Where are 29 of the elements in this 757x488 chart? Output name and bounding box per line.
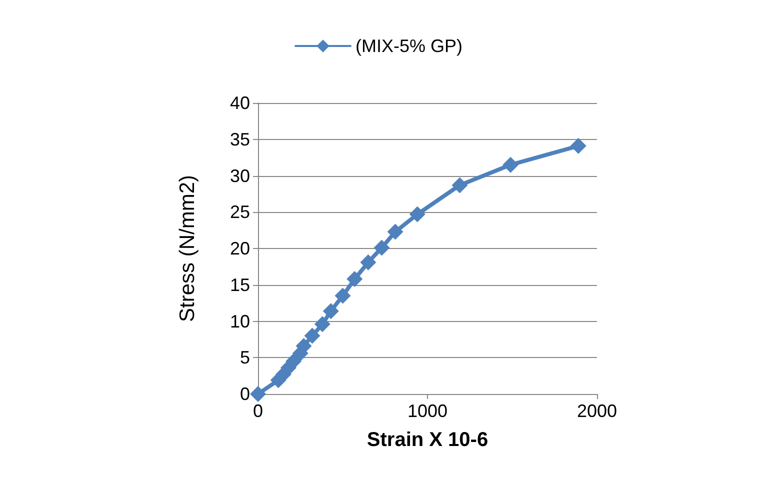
x-tick-label: 1000 bbox=[407, 401, 448, 421]
point bbox=[334, 288, 351, 304]
point bbox=[250, 386, 266, 402]
y-tick-label: 40 bbox=[230, 93, 250, 113]
y-tick-label: 30 bbox=[230, 166, 250, 186]
point bbox=[346, 271, 363, 288]
point bbox=[322, 303, 339, 320]
point bbox=[360, 254, 376, 270]
point bbox=[502, 156, 519, 173]
y-tick-label: 35 bbox=[230, 129, 250, 150]
y-tick-label: 10 bbox=[230, 311, 250, 332]
point bbox=[286, 353, 302, 370]
y-tick-label: 25 bbox=[230, 202, 250, 222]
point bbox=[314, 316, 330, 332]
x-tick-label: 2000 bbox=[576, 401, 618, 421]
point bbox=[304, 328, 320, 344]
point bbox=[387, 224, 404, 240]
x-axis-title: Strain X 10-6 bbox=[366, 429, 488, 451]
point bbox=[374, 240, 390, 256]
y-tick-label: 5 bbox=[240, 348, 250, 368]
y-tick-label: 20 bbox=[230, 238, 250, 258]
x-tick-label: 0 bbox=[252, 401, 264, 421]
legend-label: (MIX-5% GP) bbox=[355, 36, 463, 56]
point bbox=[452, 177, 468, 194]
y-tick-label: 0 bbox=[240, 384, 250, 404]
y-tick-label: 15 bbox=[230, 274, 250, 295]
point bbox=[570, 138, 586, 154]
y-axis-title: Stress (N/mm2) bbox=[176, 175, 199, 322]
point bbox=[409, 206, 426, 222]
